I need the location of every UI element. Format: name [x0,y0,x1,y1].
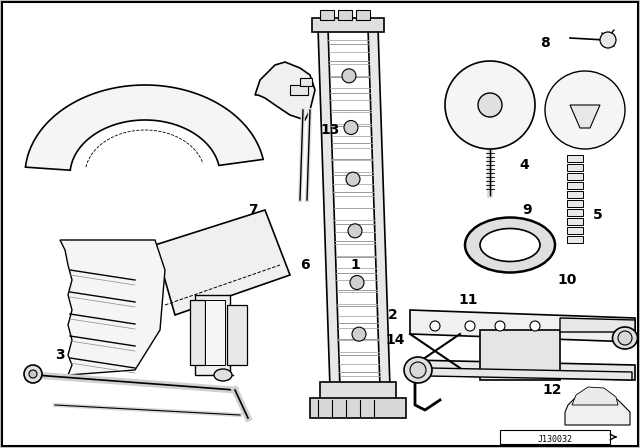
Bar [567,200,583,207]
Polygon shape [368,28,390,388]
Bar [227,305,247,365]
Text: 9: 9 [522,203,532,217]
Bar [300,78,312,86]
Polygon shape [430,368,632,380]
Polygon shape [565,394,630,425]
Bar [195,295,230,375]
Circle shape [24,365,42,383]
Polygon shape [572,387,618,405]
Circle shape [346,172,360,186]
Circle shape [348,224,362,238]
Text: 11: 11 [458,293,477,307]
Text: 6: 6 [300,258,310,272]
Polygon shape [570,105,600,128]
Bar [567,164,583,171]
Bar [567,191,583,198]
Ellipse shape [445,61,535,149]
Circle shape [342,69,356,83]
Text: 8: 8 [540,36,550,50]
Text: 10: 10 [557,273,577,287]
Text: 12: 12 [542,383,562,397]
Text: 5: 5 [593,208,603,222]
Bar [567,155,583,162]
Ellipse shape [214,369,232,381]
Ellipse shape [612,327,637,349]
Text: 14: 14 [385,333,404,347]
Polygon shape [318,28,340,388]
Polygon shape [60,240,165,375]
Circle shape [430,321,440,331]
Polygon shape [26,85,263,170]
Circle shape [495,321,505,331]
Bar [310,398,406,418]
Circle shape [29,370,37,378]
Circle shape [465,321,475,331]
Bar [356,10,370,20]
Bar [567,218,583,225]
Polygon shape [255,62,315,120]
Bar [320,382,396,404]
Bar [190,300,205,365]
Circle shape [344,121,358,134]
Circle shape [530,321,540,331]
Bar [290,85,308,95]
Bar [320,10,334,20]
Polygon shape [410,360,635,380]
Text: 2: 2 [388,308,398,322]
Polygon shape [328,28,380,388]
Ellipse shape [480,228,540,262]
Text: 13: 13 [320,123,340,137]
Circle shape [352,327,366,341]
Circle shape [410,362,426,378]
Text: 4: 4 [519,158,529,172]
Text: 3: 3 [55,348,65,362]
Text: J130032: J130032 [538,435,573,444]
Ellipse shape [404,357,432,383]
Polygon shape [410,310,635,342]
Bar [567,209,583,216]
Circle shape [618,331,632,345]
Bar [500,430,610,444]
Bar [567,227,583,234]
Text: 1: 1 [350,258,360,272]
Text: 7: 7 [248,203,258,217]
Bar [567,236,583,243]
Bar [567,173,583,180]
Circle shape [478,93,502,117]
Bar [312,18,384,32]
Polygon shape [560,318,635,332]
Bar [338,10,352,20]
Circle shape [600,32,616,48]
Bar [480,330,560,380]
Bar [205,300,225,365]
Polygon shape [155,210,290,315]
Ellipse shape [465,217,555,272]
Ellipse shape [545,71,625,149]
Circle shape [350,276,364,289]
Bar [567,182,583,189]
